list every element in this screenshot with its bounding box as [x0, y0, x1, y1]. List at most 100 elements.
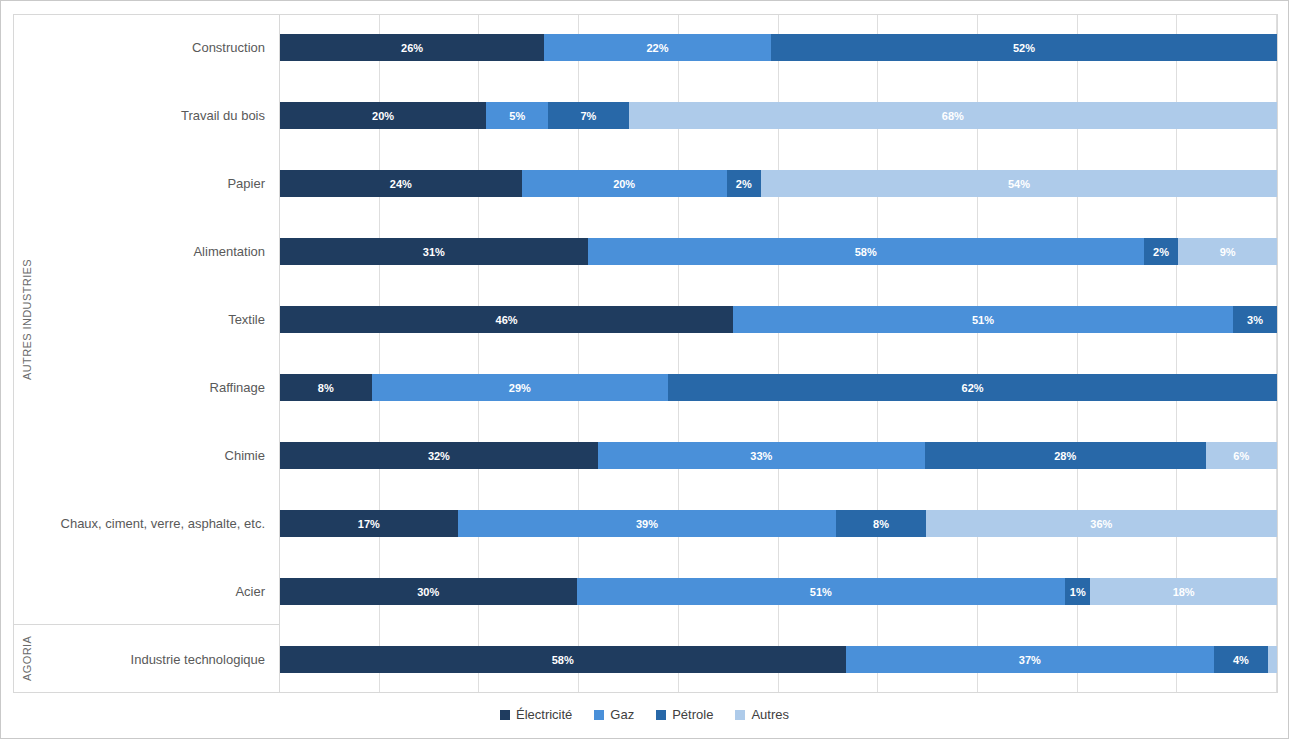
bar-segment[interactable]: 33% — [598, 442, 925, 469]
bar-segment-value-label: 39% — [636, 518, 658, 530]
bar-segment[interactable]: 24% — [280, 170, 522, 197]
bar-segment-value-label: 4% — [1233, 654, 1249, 666]
bar-segment[interactable]: 68% — [629, 102, 1277, 129]
bar-segment[interactable]: 7% — [548, 102, 628, 129]
category-label: Construction — [49, 39, 279, 57]
bar-segment[interactable]: 62% — [668, 374, 1277, 401]
bar-segment[interactable]: 17% — [280, 510, 458, 537]
bar-segment[interactable]: 9% — [1178, 238, 1277, 265]
bar-segment-value-label: 26% — [401, 42, 423, 54]
bar-row: 31% 58% 2% 9% — [280, 238, 1277, 265]
bar-segment-value-label: 3% — [1247, 314, 1263, 326]
bar-segment-value-label: 54% — [1008, 178, 1030, 190]
category-label: Alimentation — [49, 243, 279, 261]
stacked-bar-chart-page: AUTRES INDUSTRIES AGORIA Construction Tra… — [0, 0, 1289, 739]
bar-segment[interactable]: 22% — [544, 34, 771, 61]
bar-segment-value-label: 7% — [580, 110, 596, 122]
bar-segment[interactable]: 30% — [280, 578, 577, 605]
category-label: Raffinage — [49, 379, 279, 397]
bar-segment[interactable]: 29% — [372, 374, 669, 401]
bar-segment[interactable]: 8% — [280, 374, 372, 401]
bar-segment[interactable]: 4% — [1214, 646, 1267, 673]
bar-segment-value-label: 6% — [1233, 450, 1249, 462]
bar-segment[interactable]: 51% — [577, 578, 1066, 605]
bar-segment[interactable]: 3% — [1233, 306, 1277, 333]
legend-swatch-icon — [735, 710, 745, 720]
legend-item-electricite[interactable]: Électricité — [500, 707, 572, 722]
legend-swatch-icon — [594, 710, 604, 720]
legend-label: Gaz — [610, 707, 634, 722]
bar-segment[interactable]: 28% — [925, 442, 1206, 469]
plot-area: 26%22%52%20%5%7%68%24%20%2%54%31%58%2%9%… — [280, 15, 1277, 692]
bar-segment-value-label: 8% — [318, 382, 334, 394]
bar-segment[interactable]: 20% — [280, 102, 486, 129]
bar-segment-value-label: 8% — [873, 518, 889, 530]
bar-segment[interactable]: 51% — [733, 306, 1233, 333]
bar-segment[interactable]: 26% — [280, 34, 544, 61]
bar-segment[interactable]: 58% — [588, 238, 1144, 265]
legend-label: Autres — [751, 707, 789, 722]
legend-item-petrole[interactable]: Pétrole — [656, 707, 713, 722]
legend-item-autres[interactable]: Autres — [735, 707, 789, 722]
bar-segment[interactable]: 46% — [280, 306, 733, 333]
legend: Électricité Gaz Pétrole Autres — [1, 707, 1288, 722]
bar-segment[interactable]: 39% — [458, 510, 837, 537]
bar-segment[interactable]: 2% — [1144, 238, 1178, 265]
bar-segment-value-label: 51% — [972, 314, 994, 326]
legend-item-gaz[interactable]: Gaz — [594, 707, 634, 722]
bar-row: 46% 51% 3% — [280, 306, 1277, 333]
legend-label: Pétrole — [672, 707, 713, 722]
bar-segment-value-label: 36% — [1090, 518, 1112, 530]
bar-segment[interactable]: 6% — [1206, 442, 1277, 469]
bar-segment-value-label: 33% — [750, 450, 772, 462]
bar-segment-value-label: 22% — [646, 42, 668, 54]
bar-segment[interactable]: 5% — [486, 102, 548, 129]
bar-segment-value-label: 5% — [509, 110, 525, 122]
group-label-agoria: AGORIA — [16, 625, 38, 692]
chart-frame: AUTRES INDUSTRIES AGORIA Construction Tra… — [13, 14, 1278, 693]
bar-row: 20% 5% 7% 68% — [280, 102, 1277, 129]
bar-row: 30% 51% 1% 18% — [280, 578, 1277, 605]
bar-segment-value-label: 17% — [358, 518, 380, 530]
bar-segment[interactable]: 18% — [1090, 578, 1277, 605]
bar-segment-value-label: 37% — [1019, 654, 1041, 666]
bar-segment-value-label: 58% — [552, 654, 574, 666]
bar-segment-value-label: 29% — [509, 382, 531, 394]
bar-segment[interactable]: 54% — [761, 170, 1277, 197]
bar-segment[interactable]: 37% — [846, 646, 1215, 673]
bar-segment-value-label: 62% — [962, 382, 984, 394]
category-label: Textile — [49, 311, 279, 329]
category-label: Travail du bois — [49, 107, 279, 125]
bar-row: 24% 20%2% 54% — [280, 170, 1277, 197]
bar-segment-value-label: 24% — [390, 178, 412, 190]
bar-segment[interactable]: 31% — [280, 238, 588, 265]
bar-segment[interactable]: 2% — [727, 170, 761, 197]
bar-segment[interactable]: 32% — [280, 442, 598, 469]
category-label: Chaux, ciment, verre, asphalte, etc. — [49, 515, 279, 533]
bar-row: 17% 39% 8% 36% — [280, 510, 1277, 537]
bar-row: 58% 37% 4% — [280, 646, 1277, 673]
category-axis-panel: AUTRES INDUSTRIES AGORIA Construction Tra… — [14, 15, 280, 692]
bar-segment-value-label: 18% — [1173, 586, 1195, 598]
legend-swatch-icon — [656, 710, 666, 720]
category-label: Chimie — [49, 447, 279, 465]
bar-segment-value-label: 58% — [855, 246, 877, 258]
bar-segment-value-label: 46% — [496, 314, 518, 326]
bar-segment[interactable]: 1% — [1065, 578, 1090, 605]
bar-segment-value-label: 1% — [1070, 586, 1086, 598]
bar-segment-value-label: 68% — [942, 110, 964, 122]
group-label-autres-industries: AUTRES INDUSTRIES — [16, 15, 38, 624]
bar-segment-value-label: 52% — [1013, 42, 1035, 54]
bar-segment[interactable]: 58% — [280, 646, 846, 673]
bar-segment[interactable]: 52% — [771, 34, 1277, 61]
bar-segment[interactable]: 36% — [926, 510, 1277, 537]
bar-segment[interactable] — [1268, 646, 1277, 673]
bar-row: 26% 22% 52% — [280, 34, 1277, 61]
bar-segment-value-label: 51% — [810, 586, 832, 598]
bar-segment-value-label: 2% — [1153, 246, 1169, 258]
bar-segment-value-label: 28% — [1054, 450, 1076, 462]
category-label: Acier — [49, 583, 279, 601]
bar-segment[interactable]: 20% — [522, 170, 727, 197]
bar-segment-value-label: 9% — [1220, 246, 1236, 258]
bar-segment[interactable]: 8% — [836, 510, 925, 537]
